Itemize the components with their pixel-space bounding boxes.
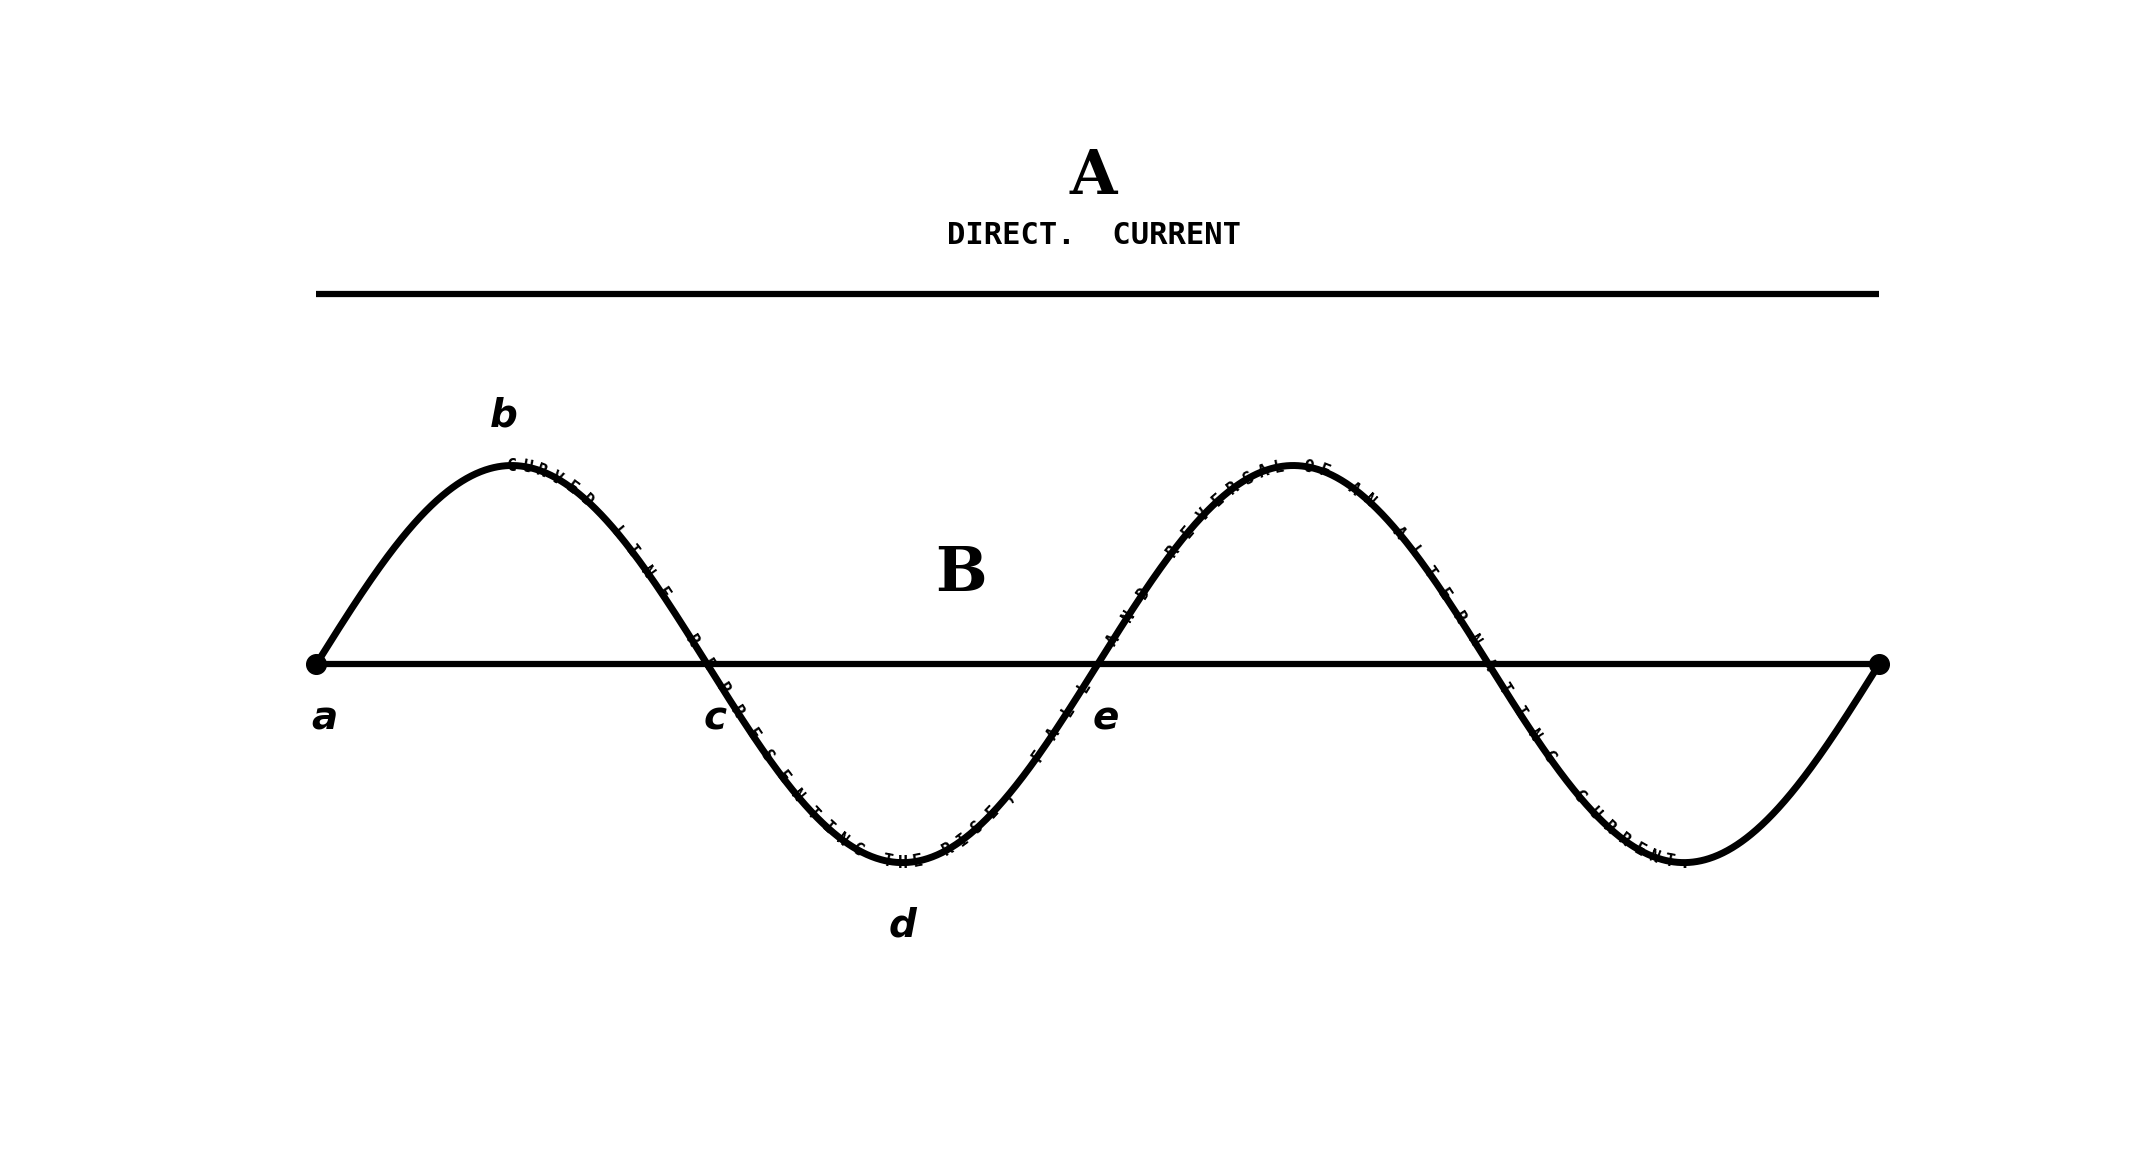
Text: E: E (1208, 490, 1229, 510)
Text: ,: , (999, 786, 1018, 805)
Text: L: L (1404, 543, 1423, 561)
Text: E: E (1630, 839, 1647, 860)
Text: B: B (935, 544, 988, 604)
Text: T: T (881, 851, 894, 871)
Text: I: I (621, 541, 642, 560)
Text: E: E (743, 725, 762, 744)
Point (299, 655, 333, 674)
Text: S: S (1240, 468, 1257, 489)
Text: R: R (1449, 608, 1468, 626)
Text: a: a (312, 700, 337, 737)
Text: E: E (773, 768, 792, 786)
Text: E: E (1178, 523, 1199, 541)
Text: C: C (1568, 786, 1590, 806)
Text: F: F (1317, 462, 1332, 482)
Text: F: F (1029, 747, 1048, 765)
Text: b: b (489, 397, 516, 435)
Text: c: c (704, 700, 728, 737)
Text: N: N (636, 563, 657, 581)
Text: T: T (802, 803, 822, 823)
Text: R: R (728, 703, 747, 721)
Text: DIRECT.  CURRENT: DIRECT. CURRENT (947, 220, 1240, 250)
Text: d: d (888, 907, 915, 945)
Text: .: . (1679, 853, 1690, 872)
Text: N: N (1647, 847, 1662, 867)
Text: L: L (606, 523, 627, 543)
Text: A: A (1103, 631, 1122, 648)
Text: N: N (1359, 491, 1379, 511)
Text: R: R (534, 461, 551, 482)
Text: I: I (1509, 703, 1530, 722)
Text: I: I (817, 818, 837, 838)
Text: N: N (787, 786, 807, 805)
Text: N: N (1524, 725, 1545, 744)
Text: V: V (548, 468, 566, 489)
Text: V: V (1193, 505, 1214, 525)
Text: E: E (563, 478, 580, 498)
Text: R: R (1600, 818, 1620, 838)
Text: D: D (1133, 584, 1154, 602)
Text: R: R (1615, 830, 1635, 851)
Text: S: S (969, 817, 988, 837)
Text: L: L (1272, 457, 1285, 477)
Text: U: U (521, 457, 534, 477)
Text: R: R (1225, 478, 1242, 498)
Text: N: N (1118, 607, 1137, 625)
Text: A: A (1044, 725, 1063, 743)
Text: A: A (1479, 656, 1500, 674)
Text: H: H (898, 853, 907, 872)
Text: R: R (1163, 541, 1184, 560)
Text: D: D (576, 491, 598, 511)
Text: I: I (954, 830, 973, 850)
Text: G: G (849, 839, 866, 860)
Text: T: T (1662, 852, 1675, 871)
Text: G: G (1539, 748, 1560, 766)
Text: A: A (1069, 146, 1118, 206)
Text: S: S (758, 748, 777, 765)
Text: O: O (1302, 457, 1315, 477)
Text: A: A (1255, 461, 1272, 482)
Text: E: E (911, 851, 924, 871)
Point (1863, 655, 1897, 674)
Text: P: P (713, 679, 732, 697)
Text: E: E (984, 803, 1003, 823)
Text: E: E (651, 585, 672, 602)
Text: U: U (1583, 803, 1605, 823)
Text: A: A (1389, 524, 1408, 543)
Text: R: R (939, 839, 956, 860)
Text: L: L (1073, 679, 1093, 696)
Text: T: T (1419, 563, 1438, 581)
Text: A: A (1344, 478, 1364, 499)
Text: C: C (506, 457, 516, 475)
Text: E: E (1434, 585, 1453, 604)
Text: T: T (1494, 680, 1515, 697)
Text: L: L (1058, 702, 1078, 721)
Text: N: N (1464, 632, 1485, 649)
Text: e: e (1093, 700, 1118, 737)
Text: N: N (832, 830, 851, 850)
Text: R: R (683, 632, 702, 649)
Text: E: E (698, 655, 717, 673)
